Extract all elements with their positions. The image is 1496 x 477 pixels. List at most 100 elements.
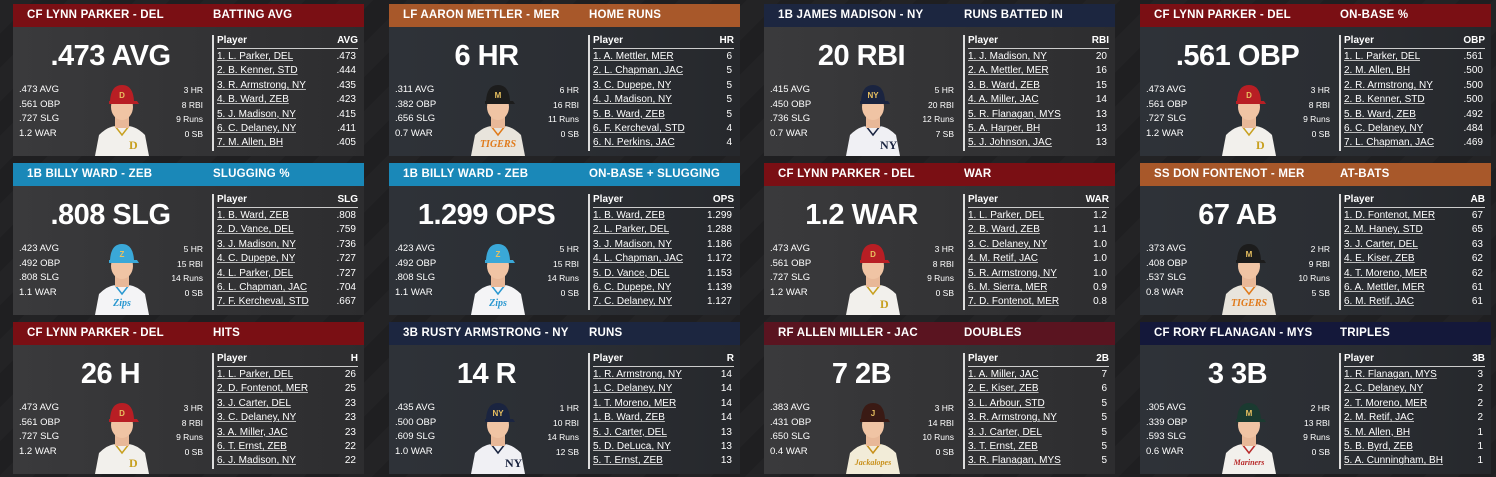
leader-name-link[interactable]: 4. A. Miller, JAC	[968, 94, 1039, 106]
leader-name-link[interactable]: 3. T. Ernst, ZEB	[968, 440, 1038, 452]
leader-name-link[interactable]: 3. B. Ward, ZEB	[968, 79, 1040, 91]
leader-row: 1. L. Parker, DEL 26	[217, 368, 358, 382]
leader-name-link[interactable]: 4. L. Parker, DEL	[217, 267, 294, 279]
leader-name-link[interactable]: 1. L. Parker, DEL	[217, 51, 294, 62]
leader-name-link[interactable]: 5. B. Ward, ZEB	[593, 108, 665, 120]
leader-name-link[interactable]: 2. M. Haney, STD	[1344, 224, 1423, 236]
leader-name-link[interactable]: 3. J. Carter, DEL	[217, 397, 291, 409]
leader-name-link[interactable]: 1. D. Fontenot, MER	[1344, 210, 1436, 221]
leader-name-link[interactable]: 6. N. Perkins, JAC	[593, 137, 675, 149]
leader-name-link[interactable]: 2. B. Kenner, STD	[217, 65, 298, 77]
leader-name-link[interactable]: 5. B. Byrd, ZEB	[1344, 440, 1413, 452]
leader-name-link[interactable]: 2. B. Kenner, STD	[1344, 94, 1425, 106]
leader-name-link[interactable]: 6. M. Sierra, MER	[968, 281, 1048, 293]
leader-name-link[interactable]: 2. D. Fontenot, MER	[217, 383, 309, 395]
leader-name-link[interactable]: 2. T. Moreno, MER	[1344, 397, 1428, 409]
leader-name-link[interactable]: 5. D. Vance, DEL	[593, 267, 670, 279]
leader-name-link[interactable]: 3. R. Flanagan, MYS	[968, 455, 1061, 467]
leader-name-link[interactable]: 7. D. Fontenot, MER	[968, 296, 1060, 308]
leader-name-link[interactable]: 1. B. Ward, ZEB	[593, 412, 665, 424]
leader-name-link[interactable]: 3. C. Dupepe, NY	[593, 79, 672, 91]
leader-name-link[interactable]: 7. F. Kercheval, STD	[217, 296, 309, 308]
leader-name-link[interactable]: 5. J. Carter, DEL	[593, 426, 667, 438]
leader-name-link[interactable]: 3. A. Miller, JAC	[217, 426, 288, 438]
leader-name-link[interactable]: 3. C. Delaney, NY	[217, 412, 297, 424]
leader-name-link[interactable]: 5. D. DeLuca, NY	[593, 440, 671, 452]
leader-name-link[interactable]: 2. M. Retif, JAC	[1344, 412, 1415, 424]
leader-name-link[interactable]: 3. C. Delaney, NY	[968, 238, 1048, 250]
player-name[interactable]: 3B RUSTY ARMSTRONG - NY	[403, 327, 569, 339]
leader-name-link[interactable]: 3. R. Armstrong, NY	[217, 79, 306, 91]
player-name[interactable]: LF AARON METTLER - MER	[403, 9, 560, 21]
leader-name-link[interactable]: 1. T. Moreno, MER	[593, 397, 677, 409]
leader-name-link[interactable]: 6. L. Chapman, JAC	[217, 281, 308, 293]
leader-name-link[interactable]: 4. L. Chapman, JAC	[593, 253, 684, 265]
leader-name-link[interactable]: 1. R. Armstrong, NY	[593, 369, 682, 380]
leader-name-link[interactable]: 2. C. Delaney, NY	[1344, 383, 1424, 395]
leader-name-link[interactable]: 2. B. Ward, ZEB	[968, 224, 1040, 236]
leader-name-link[interactable]: 3. R. Armstrong, NY	[968, 412, 1057, 424]
leader-name-link[interactable]: 4. B. Ward, ZEB	[217, 94, 289, 106]
leader-name-link[interactable]: 2. M. Allen, BH	[1344, 65, 1411, 77]
leader-name-link[interactable]: 6. C. Delaney, NY	[1344, 122, 1424, 134]
leader-name-link[interactable]: 6. T. Ernst, ZEB	[217, 440, 287, 452]
leader-name-link[interactable]: 6. F. Kercheval, STD	[593, 122, 685, 134]
leader-name-link[interactable]: 7. M. Allen, BH	[217, 137, 284, 149]
leader-name-link[interactable]: 3. L. Arbour, STD	[968, 397, 1045, 409]
leader-name-link[interactable]: 4. J. Madison, NY	[593, 94, 672, 106]
stat-title: RUNS BATTED IN	[964, 9, 1064, 21]
leader-name-link[interactable]: 5. R. Flanagan, MYS	[968, 108, 1061, 120]
player-name[interactable]: CF LYNN PARKER - DEL	[27, 327, 164, 339]
leader-name-link[interactable]: 7. L. Chapman, JAC	[1344, 137, 1435, 149]
leader-name-link[interactable]: 3. J. Madison, NY	[593, 238, 672, 250]
player-name[interactable]: CF LYNN PARKER - DEL	[778, 168, 915, 180]
player-name[interactable]: SS DON FONTENOT - MER	[1154, 168, 1305, 180]
player-name[interactable]: 1B BILLY WARD - ZEB	[403, 168, 529, 180]
leader-name-link[interactable]: 4. T. Moreno, MER	[1344, 267, 1428, 279]
leader-name-link[interactable]: 1. L. Parker, DEL	[1344, 51, 1421, 62]
leader-name-link[interactable]: 7. C. Delaney, NY	[593, 296, 673, 308]
leader-name-link[interactable]: 5. J. Johnson, JAC	[968, 137, 1052, 149]
leader-name-link[interactable]: 6. J. Madison, NY	[217, 455, 296, 467]
leader-name-link[interactable]: 3. J. Madison, NY	[217, 238, 296, 250]
leader-name-link[interactable]: 5. A. Harper, BH	[968, 122, 1041, 134]
leader-name-link[interactable]: 1. L. Parker, DEL	[217, 369, 294, 380]
leader-name-link[interactable]: 2. L. Parker, DEL	[593, 224, 670, 236]
leader-name-link[interactable]: 6. C. Dupepe, NY	[593, 281, 672, 293]
leader-name-link[interactable]: 4. E. Kiser, ZEB	[1344, 253, 1415, 265]
leader-name-link[interactable]: 6. C. Delaney, NY	[217, 122, 297, 134]
player-name[interactable]: 1B BILLY WARD - ZEB	[27, 168, 153, 180]
player-name[interactable]: RF ALLEN MILLER - JAC	[778, 327, 918, 339]
leader-name-link[interactable]: 2. L. Chapman, JAC	[593, 65, 684, 77]
leader-name-link[interactable]: 5. T. Ernst, ZEB	[593, 455, 663, 467]
leader-name-link[interactable]: 1. L. Parker, DEL	[968, 210, 1045, 221]
leader-name-link[interactable]: 5. A. Cunningham, BH	[1344, 455, 1443, 467]
leader-name-link[interactable]: 2. D. Vance, DEL	[217, 224, 294, 236]
leader-name-link[interactable]: 4. M. Retif, JAC	[968, 253, 1039, 265]
leader-name-link[interactable]: 1. B. Ward, ZEB	[593, 210, 665, 221]
player-name[interactable]: CF LYNN PARKER - DEL	[1154, 9, 1291, 21]
leader-name-link[interactable]: 5. M. Allen, BH	[1344, 426, 1411, 438]
leader-name-link[interactable]: 2. A. Mettler, MER	[968, 65, 1049, 77]
leader-name-link[interactable]: 2. R. Armstrong, NY	[1344, 79, 1433, 91]
leader-name-link[interactable]: 4. C. Dupepe, NY	[217, 253, 296, 265]
leader-name-link[interactable]: 1. A. Mettler, MER	[593, 51, 674, 62]
leader-name-link[interactable]: 1. C. Delaney, NY	[593, 383, 673, 395]
leader-name-link[interactable]: 6. A. Mettler, MER	[1344, 281, 1425, 293]
leader-name-link[interactable]: 2. E. Kiser, ZEB	[968, 383, 1039, 395]
leader-name-link[interactable]: 6. M. Retif, JAC	[1344, 296, 1415, 308]
leader-name-link[interactable]: 1. B. Ward, ZEB	[217, 210, 289, 221]
leader-name-link[interactable]: 3. J. Carter, DEL	[1344, 238, 1418, 250]
counting-stat: 9 Runs	[1303, 432, 1330, 442]
leader-list-header: Player SLG	[217, 194, 358, 208]
leader-name-link[interactable]: 3. J. Carter, DEL	[968, 426, 1042, 438]
player-name[interactable]: CF RORY FLANAGAN - MYS	[1154, 327, 1313, 339]
leader-name-link[interactable]: 1. R. Flanagan, MYS	[1344, 369, 1437, 380]
leader-name-link[interactable]: 5. J. Madison, NY	[217, 108, 296, 120]
leader-name-link[interactable]: 1. A. Miller, JAC	[968, 369, 1039, 380]
leader-name-link[interactable]: 5. B. Ward, ZEB	[1344, 108, 1416, 120]
player-name[interactable]: CF LYNN PARKER - DEL	[27, 9, 164, 21]
leader-name-link[interactable]: 5. R. Armstrong, NY	[968, 267, 1057, 279]
player-name[interactable]: 1B JAMES MADISON - NY	[778, 9, 924, 21]
leader-name-link[interactable]: 1. J. Madison, NY	[968, 51, 1047, 62]
